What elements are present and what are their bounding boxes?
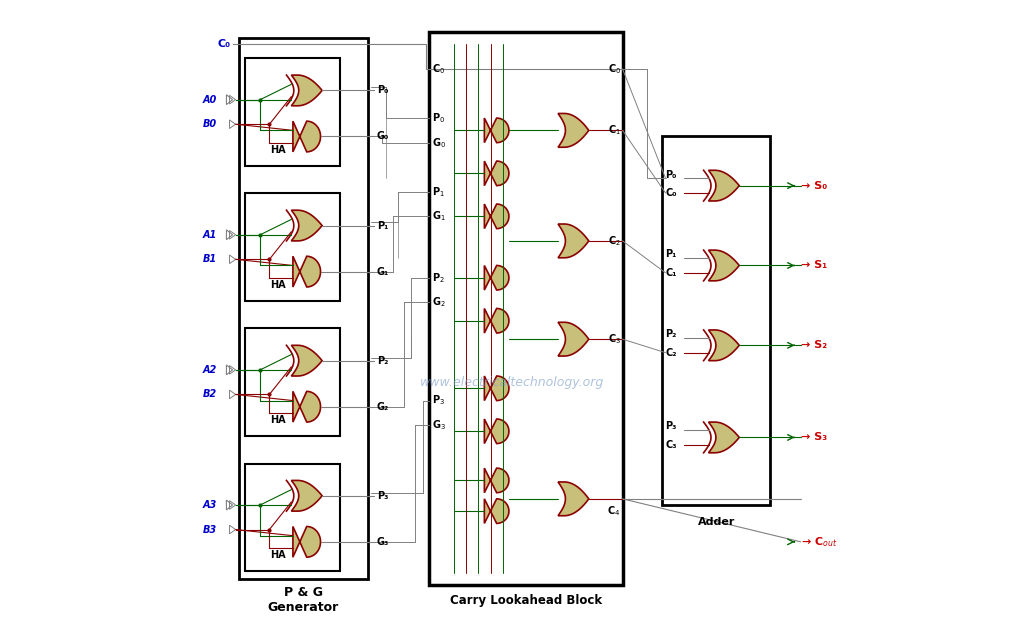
Polygon shape: [484, 161, 509, 186]
Text: B1: B1: [203, 254, 217, 264]
Text: P₁: P₁: [666, 249, 677, 259]
Text: C$_2$: C$_2$: [608, 234, 621, 248]
Text: P₀: P₀: [666, 170, 677, 180]
Text: C₃: C₃: [666, 439, 677, 450]
Polygon shape: [484, 468, 509, 493]
FancyBboxPatch shape: [245, 329, 340, 436]
Text: P₃: P₃: [377, 491, 388, 501]
Polygon shape: [558, 224, 589, 258]
Text: C₂: C₂: [666, 348, 677, 358]
Text: C₀: C₀: [217, 40, 230, 50]
Text: HA: HA: [270, 415, 286, 425]
Text: B2: B2: [203, 389, 217, 399]
Text: G₁: G₁: [377, 267, 389, 277]
Polygon shape: [484, 308, 509, 333]
Polygon shape: [484, 376, 509, 400]
FancyBboxPatch shape: [245, 193, 340, 301]
Text: HA: HA: [270, 145, 286, 155]
Polygon shape: [709, 422, 739, 452]
Text: P₀: P₀: [377, 85, 388, 95]
Text: Adder: Adder: [697, 517, 735, 527]
Text: G₀: G₀: [377, 131, 389, 142]
Text: → S₀: → S₀: [801, 181, 827, 191]
Text: G$_1$: G$_1$: [432, 209, 445, 223]
Polygon shape: [292, 345, 323, 376]
Text: Carry Lookahead Block: Carry Lookahead Block: [450, 594, 602, 607]
Text: G$_3$: G$_3$: [432, 418, 446, 432]
Text: P$_1$: P$_1$: [432, 185, 445, 199]
Text: G₂: G₂: [377, 402, 389, 412]
Text: C$_0$: C$_0$: [607, 62, 621, 76]
Polygon shape: [709, 170, 739, 201]
FancyBboxPatch shape: [245, 464, 340, 571]
Text: → S₂: → S₂: [801, 340, 826, 350]
Polygon shape: [293, 527, 321, 557]
Polygon shape: [292, 75, 323, 106]
Text: C$_1$: C$_1$: [608, 123, 621, 137]
Polygon shape: [292, 480, 323, 511]
Polygon shape: [484, 266, 509, 290]
Text: P$_2$: P$_2$: [432, 271, 445, 285]
Text: G$_0$: G$_0$: [432, 136, 446, 150]
Text: www.electricaltechnology.org: www.electricaltechnology.org: [420, 376, 604, 389]
Polygon shape: [484, 204, 509, 228]
Polygon shape: [558, 322, 589, 356]
Text: P₃: P₃: [666, 422, 677, 431]
Polygon shape: [558, 113, 589, 147]
Text: G$_2$: G$_2$: [432, 295, 445, 310]
Text: → S₁: → S₁: [801, 261, 826, 271]
Text: A1: A1: [203, 230, 217, 240]
Polygon shape: [293, 391, 321, 422]
Text: A2: A2: [203, 365, 217, 375]
Text: → S₃: → S₃: [801, 433, 826, 443]
Polygon shape: [293, 256, 321, 287]
Text: P$_3$: P$_3$: [432, 394, 445, 407]
Polygon shape: [484, 499, 509, 524]
Polygon shape: [558, 482, 589, 516]
FancyBboxPatch shape: [245, 58, 340, 166]
Text: P₂: P₂: [377, 356, 388, 366]
Text: HA: HA: [270, 550, 286, 560]
Text: → C$_{out}$: → C$_{out}$: [801, 535, 837, 548]
Text: C$_4$: C$_4$: [607, 504, 621, 518]
Text: C$_0$: C$_0$: [432, 62, 445, 76]
Text: HA: HA: [270, 280, 286, 290]
Polygon shape: [709, 250, 739, 281]
Text: C₁: C₁: [666, 268, 677, 278]
Text: P₂: P₂: [666, 329, 677, 339]
Polygon shape: [293, 121, 321, 152]
FancyBboxPatch shape: [429, 32, 623, 585]
Text: P & G
Generator: P & G Generator: [267, 586, 339, 614]
Polygon shape: [484, 419, 509, 444]
Polygon shape: [484, 118, 509, 142]
FancyBboxPatch shape: [663, 137, 770, 505]
Text: B3: B3: [203, 524, 217, 535]
Text: P$_0$: P$_0$: [432, 111, 445, 125]
Text: A3: A3: [203, 500, 217, 510]
Text: B0: B0: [203, 119, 217, 129]
Text: P₁: P₁: [377, 220, 388, 230]
Text: A0: A0: [203, 95, 217, 105]
Text: C₀: C₀: [666, 188, 677, 198]
Text: G₃: G₃: [377, 537, 389, 547]
FancyBboxPatch shape: [239, 38, 368, 579]
Text: C$_3$: C$_3$: [607, 332, 621, 346]
Polygon shape: [292, 210, 323, 241]
Polygon shape: [709, 330, 739, 361]
